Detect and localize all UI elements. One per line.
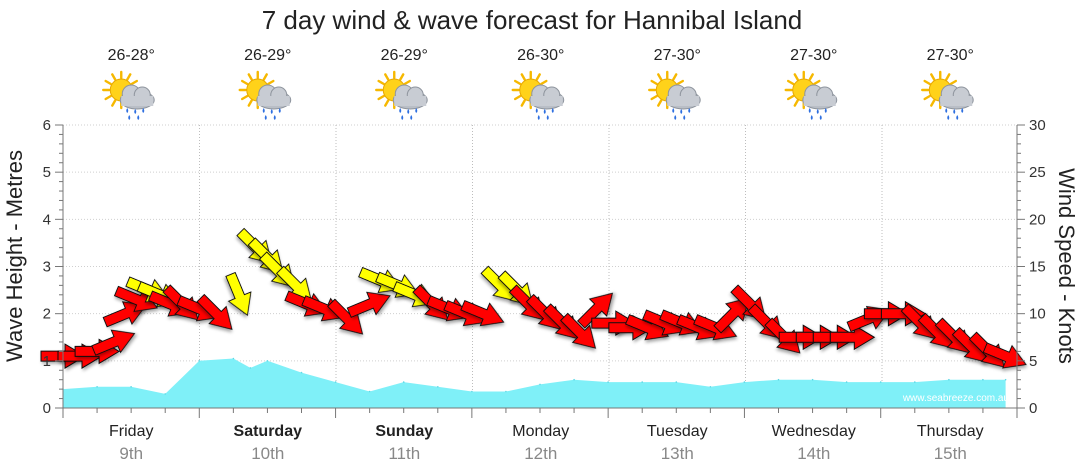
partly-cloudy-rain-icon <box>921 70 974 120</box>
temperature-range-label: 27-30° <box>790 47 837 64</box>
day-date-label: 14th <box>797 444 830 463</box>
wave-point <box>982 378 984 381</box>
right-tick-label: 15 <box>1029 259 1046 276</box>
wave-point <box>777 378 780 381</box>
wave-point <box>914 381 916 383</box>
wave-point <box>539 383 541 386</box>
wave-point <box>334 381 337 383</box>
day-name-label: Tuesday <box>647 423 708 440</box>
wave-point <box>607 381 609 383</box>
right-tick-label: 5 <box>1029 353 1037 370</box>
right-tick-label: 25 <box>1029 164 1046 181</box>
day-name-label: Saturday <box>234 423 303 440</box>
right-tick-label: 10 <box>1029 306 1046 323</box>
day-name-label: Sunday <box>375 423 433 440</box>
day-date-label: 13th <box>661 444 694 463</box>
right-axis-label: Wind Speed - Knots <box>1054 168 1079 364</box>
partly-cloudy-rain-icon <box>648 70 701 120</box>
wave-point <box>1004 378 1007 381</box>
right-tick-label: 20 <box>1029 211 1046 228</box>
wind-arrow <box>346 291 391 318</box>
wind-arrow <box>113 285 159 312</box>
x-axis-day-labels: Friday 9th Saturday 10th Sunday 11th Monday 12t… <box>109 423 984 463</box>
temperature-range-label: 26-29° <box>381 47 428 64</box>
left-axis-label: Wave Height - Metres <box>2 150 27 362</box>
partly-cloudy-rain-icon <box>238 70 292 120</box>
wave-point <box>573 378 575 381</box>
left-tick-label: 5 <box>43 164 51 181</box>
wave-point <box>402 381 405 383</box>
wave-point <box>675 381 678 383</box>
right-axis-ticks: 0 5 10 15 20 25 30 <box>1017 117 1046 417</box>
watermark: www.seabreeze.com.au <box>902 393 1009 404</box>
partly-cloudy-rain-icon <box>375 70 428 120</box>
temperature-range-label: 27-30° <box>654 47 701 64</box>
temperature-range-label: 26-29° <box>244 47 291 64</box>
wave-point <box>471 390 473 393</box>
wave-point <box>879 381 882 383</box>
day-date-label: 12th <box>524 444 557 463</box>
left-tick-label: 4 <box>43 211 51 228</box>
day-name-label: Monday <box>512 423 569 440</box>
wind-arrow <box>225 271 252 317</box>
wave-area-series <box>62 357 1017 408</box>
wave-point <box>811 378 814 381</box>
wave-area <box>63 358 1017 408</box>
day-name-label: Wednesday <box>772 423 856 440</box>
day-temperature-row: 26-28° 26-29° 26-29° 26-30° 27-30° 27-30° 27-3… <box>108 47 974 64</box>
left-tick-label: 6 <box>43 117 51 134</box>
wave-point <box>130 386 132 388</box>
wind-arrow <box>560 312 597 349</box>
chart-title: 7 day wind & wave forecast for Hannibal … <box>262 5 803 35</box>
wind-arrow <box>577 292 614 329</box>
partly-cloudy-rain-icon <box>784 70 838 120</box>
wind-arrow <box>982 342 1027 369</box>
wave-point <box>96 386 98 388</box>
wave-point <box>845 381 848 383</box>
partly-cloudy-rain-icon <box>102 70 155 120</box>
wave-point <box>505 390 507 393</box>
wave-point <box>709 386 712 388</box>
left-tick-label: 3 <box>43 259 51 276</box>
wave-point <box>437 386 439 388</box>
wave-point <box>743 381 746 383</box>
wind-arrow <box>829 324 876 351</box>
right-tick-label: 0 <box>1029 400 1037 417</box>
left-tick-label: 2 <box>43 306 51 323</box>
weather-icon-row <box>102 70 974 120</box>
day-name-label: Friday <box>109 423 153 440</box>
day-name-label: Thursday <box>917 423 984 440</box>
wind-arrow <box>196 293 233 330</box>
wave-point <box>232 357 235 360</box>
watermark-text: www.seabreeze.com.au <box>902 393 1009 404</box>
day-date-label: 10th <box>251 444 284 463</box>
grid-lines <box>63 124 1017 408</box>
wind-arrow <box>91 329 136 356</box>
temperature-range-label: 26-30° <box>517 47 564 64</box>
wave-point <box>198 360 201 362</box>
left-axis-ticks: 0 1 2 3 4 5 6 <box>43 117 63 417</box>
right-tick-label: 30 <box>1029 117 1046 134</box>
left-tick-label: 0 <box>43 400 51 417</box>
day-date-label: 15th <box>934 444 967 463</box>
wave-point <box>300 371 303 374</box>
wave-point <box>164 393 166 395</box>
wave-point <box>368 390 371 393</box>
day-date-label: 11th <box>388 444 420 463</box>
day-date-label: 9th <box>119 444 143 463</box>
wave-point <box>948 378 950 381</box>
wave-point <box>249 367 252 369</box>
left-tick-label: 1 <box>43 353 51 370</box>
temperature-range-label: 26-28° <box>108 47 155 64</box>
partly-cloudy-rain-icon <box>511 70 565 120</box>
temperature-range-label: 27-30° <box>927 47 974 64</box>
wind-arrow <box>713 297 750 334</box>
wind-arrow-series <box>40 227 1027 369</box>
wave-point <box>641 381 643 383</box>
wind-arrow <box>460 300 505 327</box>
wave-point <box>266 360 269 362</box>
wind-arrow <box>301 295 346 322</box>
